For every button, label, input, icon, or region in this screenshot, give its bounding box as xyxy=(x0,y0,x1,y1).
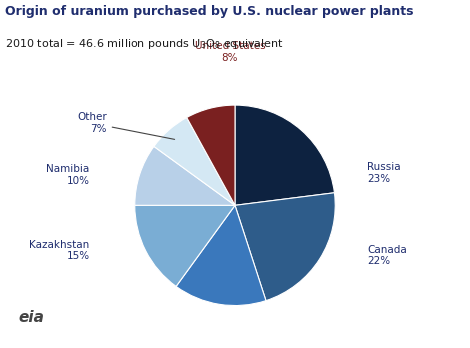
Text: Other
7%: Other 7% xyxy=(77,112,175,140)
Text: eia: eia xyxy=(19,310,45,325)
Text: Canada
22%: Canada 22% xyxy=(367,245,407,266)
Text: Kazakhstan
15%: Kazakhstan 15% xyxy=(30,240,90,261)
Text: United States
8%: United States 8% xyxy=(195,41,265,63)
Wedge shape xyxy=(135,205,235,286)
Wedge shape xyxy=(176,205,266,306)
Wedge shape xyxy=(154,118,235,205)
Wedge shape xyxy=(187,105,235,205)
Text: 2010 total = 46.6 million pounds $\mathregular{U_3O_8}$ equivalent: 2010 total = 46.6 million pounds $\mathr… xyxy=(5,37,283,50)
Wedge shape xyxy=(235,105,335,205)
Text: Origin of uranium purchased by U.S. nuclear power plants: Origin of uranium purchased by U.S. nucl… xyxy=(5,5,413,18)
Wedge shape xyxy=(135,147,235,205)
Text: Namibia
10%: Namibia 10% xyxy=(47,165,90,186)
Wedge shape xyxy=(235,193,335,301)
Text: Russia
23%: Russia 23% xyxy=(367,163,401,184)
